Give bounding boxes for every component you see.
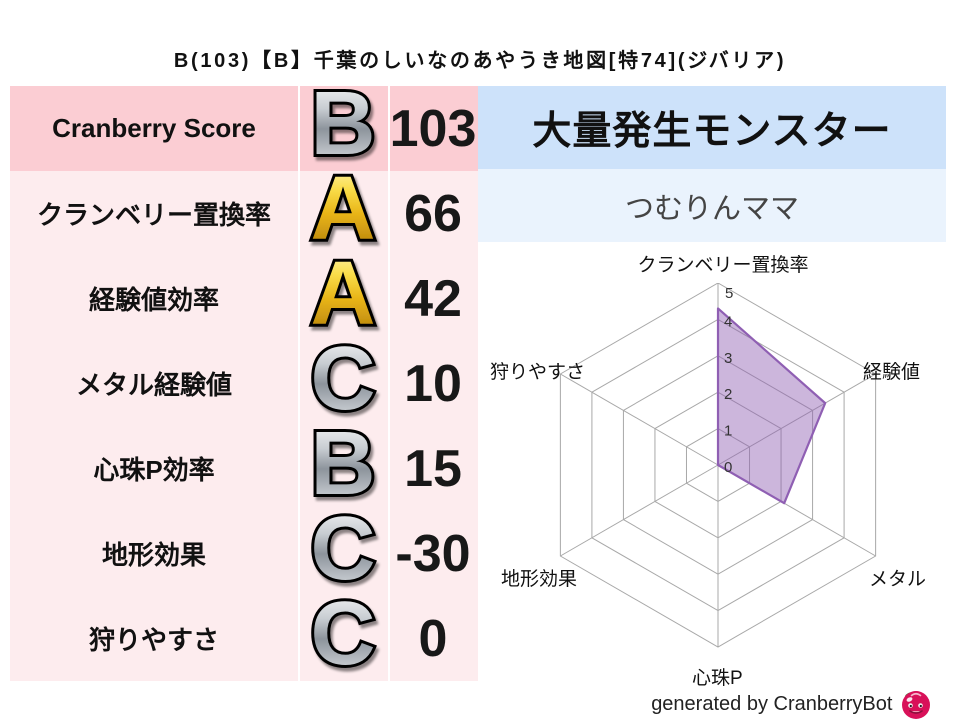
svg-text:B: B bbox=[311, 424, 376, 514]
svg-text:5: 5 bbox=[725, 285, 733, 302]
svg-text:A: A bbox=[311, 169, 376, 259]
svg-text:C: C bbox=[311, 339, 376, 429]
svg-text:C: C bbox=[311, 509, 376, 599]
svg-text:C: C bbox=[311, 594, 376, 684]
svg-text:4: 4 bbox=[724, 313, 732, 330]
svg-text:2: 2 bbox=[724, 386, 732, 403]
svg-text:0: 0 bbox=[724, 459, 732, 476]
svg-text:3: 3 bbox=[724, 350, 732, 367]
svg-text:1: 1 bbox=[724, 423, 732, 440]
svg-text:B: B bbox=[311, 84, 376, 174]
svg-text:A: A bbox=[311, 254, 376, 344]
